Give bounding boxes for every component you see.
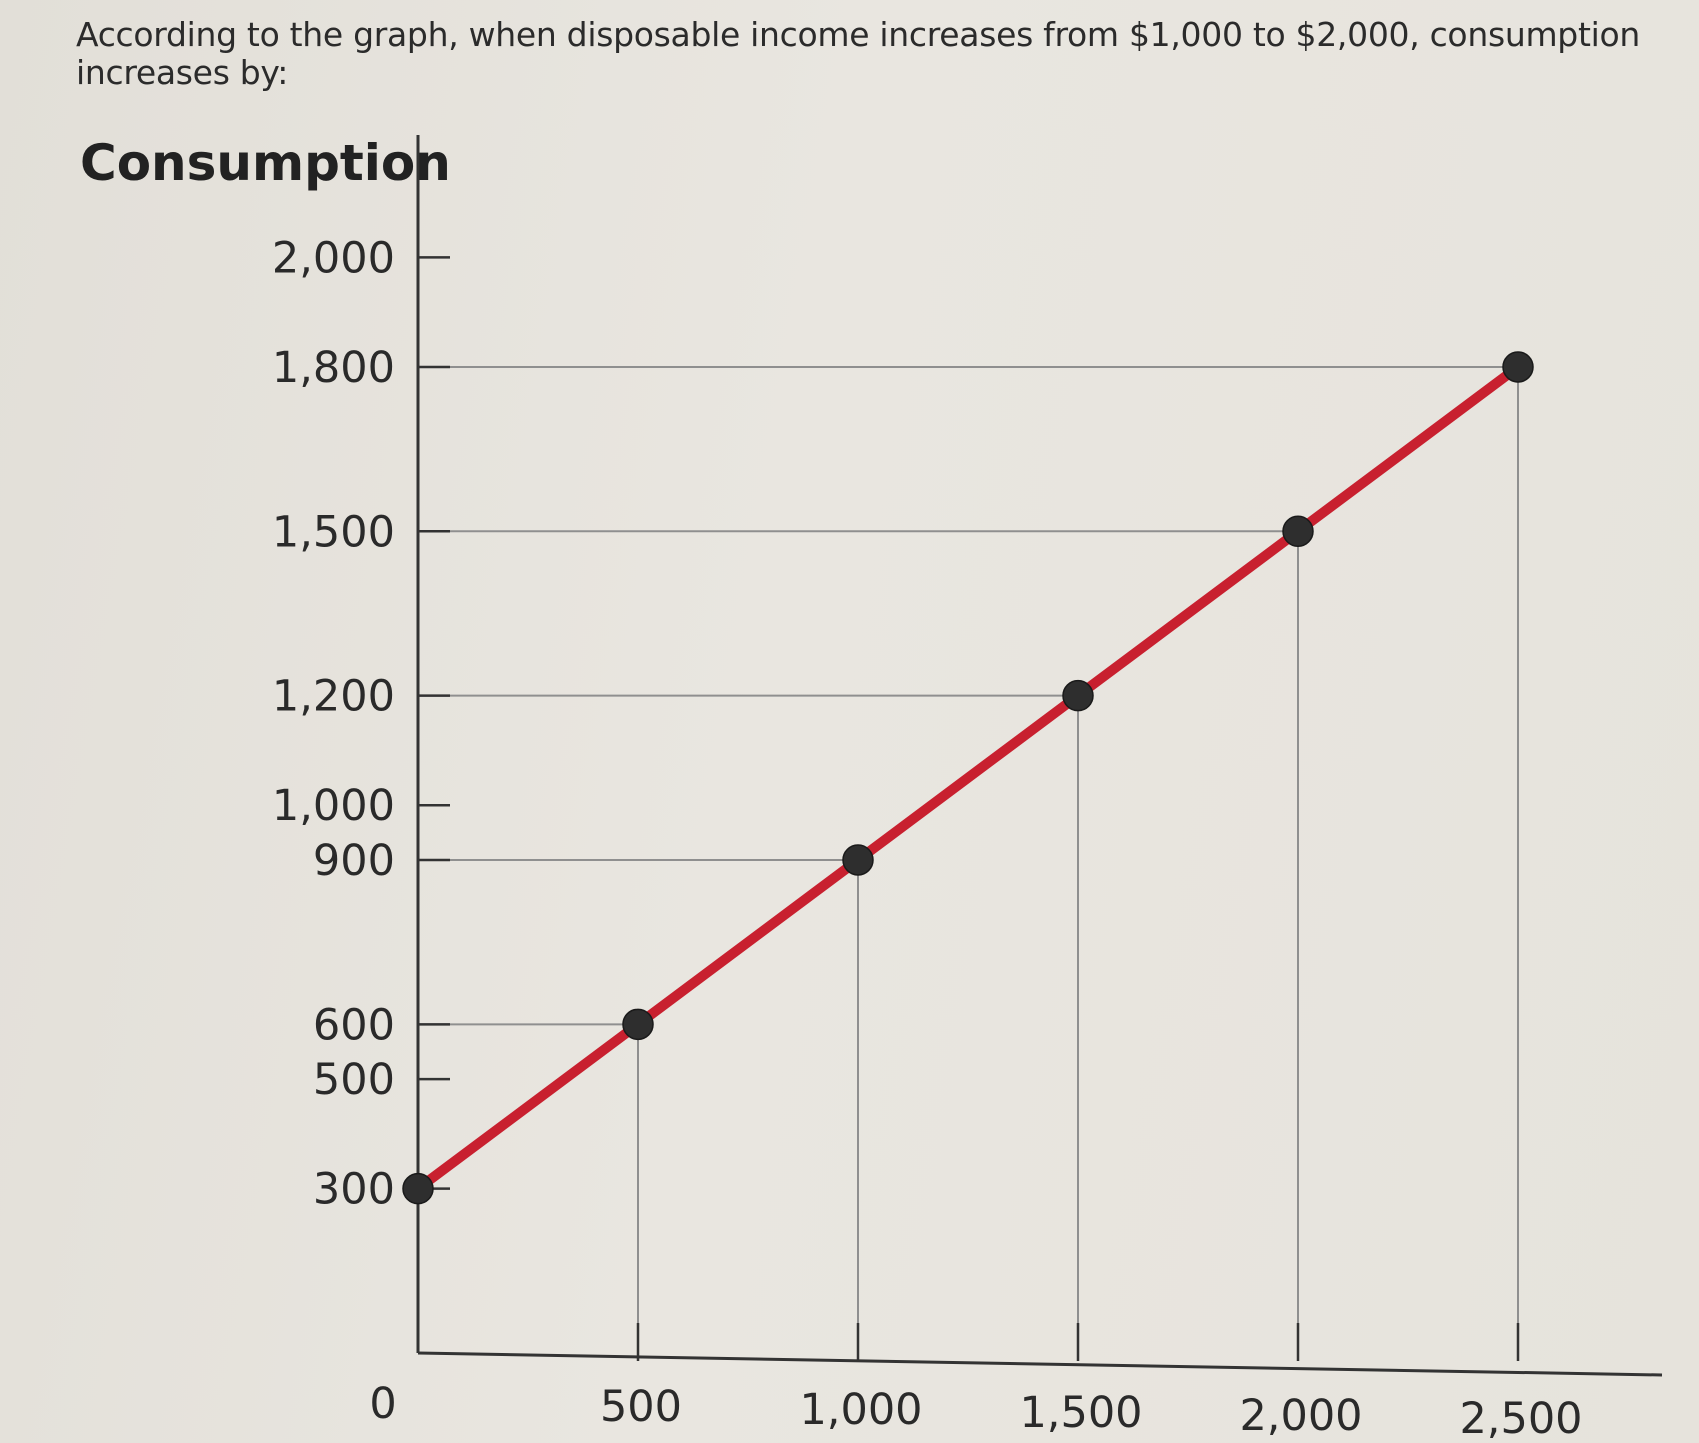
x-axis-line	[417, 1351, 1663, 1377]
x-tick-label: 1,500	[1019, 1388, 1142, 1438]
question-text: According to the graph, when disposable …	[76, 15, 1640, 92]
x-tick-label: 0	[369, 1379, 396, 1429]
x-axis-ticks: 0 500 1,000 1,500 2,000 2,500	[369, 1323, 1583, 1443]
data-point	[1062, 679, 1094, 712]
series-line-group	[413, 361, 1523, 1194]
x-tick-label: 2,000	[1239, 1391, 1362, 1441]
y-tick-label: 2,000	[272, 233, 395, 283]
y-tick-label: 1,200	[272, 672, 395, 722]
axes	[416, 135, 1663, 1377]
x-tick-label: 1,000	[799, 1385, 922, 1435]
y-tick-label: 1,800	[272, 343, 395, 393]
data-point	[402, 1172, 434, 1205]
y-axis-title: Consumption	[80, 134, 451, 192]
data-point	[842, 844, 874, 876]
guide-lines	[418, 365, 1519, 1353]
consumption-series-line	[413, 361, 1523, 1194]
y-tick-label: 1,500	[272, 507, 395, 557]
data-points	[402, 351, 1534, 1205]
y-tick-label: 600	[313, 1000, 395, 1050]
y-tick-label: 500	[313, 1055, 395, 1105]
y-tick-label: 900	[313, 836, 395, 886]
data-point	[1502, 351, 1534, 383]
x-tick-label: 500	[600, 1382, 682, 1432]
y-tick-label: 300	[313, 1165, 395, 1215]
data-point	[622, 1008, 654, 1041]
y-tick-label: 1,000	[272, 781, 395, 831]
data-point	[1282, 515, 1314, 548]
x-tick-label: 2,500	[1459, 1394, 1582, 1443]
